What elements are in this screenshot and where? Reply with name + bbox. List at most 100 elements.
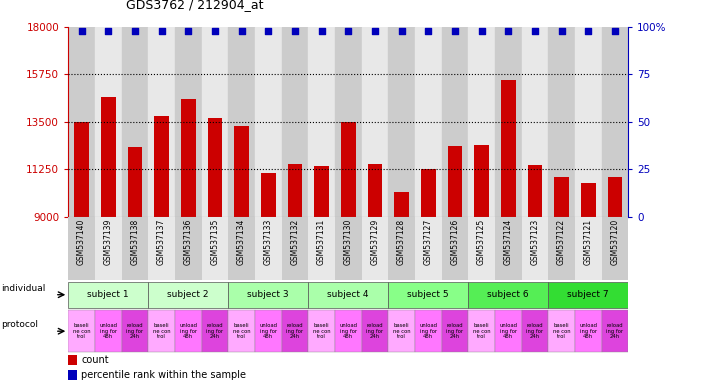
Bar	[202, 27, 228, 217]
Bar	[468, 282, 549, 308]
Text: baseli
ne con
trol: baseli ne con trol	[472, 323, 490, 339]
Text: GSM537133: GSM537133	[264, 219, 273, 265]
Text: subject 1: subject 1	[88, 290, 129, 299]
Bar	[388, 282, 468, 308]
Bar	[228, 282, 308, 308]
Bar	[228, 217, 255, 280]
Text: GSM537125: GSM537125	[477, 219, 486, 265]
Bar	[335, 27, 362, 217]
Bar	[175, 27, 202, 217]
Text: unload
ing for
48h: unload ing for 48h	[499, 323, 517, 339]
Bar	[581, 183, 595, 217]
Bar	[308, 282, 388, 308]
Bar	[468, 217, 495, 280]
Text: reload
ing for
24h: reload ing for 24h	[206, 323, 223, 339]
Bar	[521, 310, 549, 353]
Text: unload
ing for
48h: unload ing for 48h	[99, 323, 117, 339]
Text: GSM537132: GSM537132	[290, 219, 299, 265]
Text: count: count	[81, 356, 108, 366]
Point	[156, 28, 167, 34]
Bar	[148, 217, 175, 280]
Text: reload
ing for
24h: reload ing for 24h	[447, 323, 463, 339]
Text: GSM537120: GSM537120	[610, 219, 620, 265]
Text: GSM537131: GSM537131	[317, 219, 326, 265]
Bar	[442, 27, 468, 217]
Point	[182, 28, 194, 34]
Bar	[228, 27, 255, 217]
Point	[103, 28, 114, 34]
Text: baseli
ne con
trol: baseli ne con trol	[393, 323, 411, 339]
Bar	[68, 310, 95, 353]
Point	[369, 28, 381, 34]
Point	[396, 28, 407, 34]
Bar	[501, 79, 516, 217]
Text: unload
ing for
48h: unload ing for 48h	[419, 323, 437, 339]
Point	[263, 28, 274, 34]
Bar	[101, 96, 116, 217]
Bar	[549, 310, 575, 353]
Bar	[495, 217, 521, 280]
Bar	[68, 370, 77, 380]
Bar	[521, 27, 549, 217]
Text: GSM537130: GSM537130	[344, 219, 353, 265]
Text: GSM537122: GSM537122	[557, 219, 566, 265]
Point	[209, 28, 220, 34]
Text: GSM537137: GSM537137	[157, 219, 166, 265]
Bar	[255, 310, 281, 353]
Text: GSM537123: GSM537123	[531, 219, 539, 265]
Text: reload
ing for
24h: reload ing for 24h	[607, 323, 623, 339]
Bar	[281, 217, 308, 280]
Bar	[575, 217, 602, 280]
Bar	[181, 99, 195, 217]
Bar	[281, 310, 308, 353]
Bar	[362, 310, 388, 353]
Text: GSM537121: GSM537121	[584, 219, 593, 265]
Text: subject 3: subject 3	[248, 290, 289, 299]
Bar	[68, 282, 148, 308]
Bar	[549, 217, 575, 280]
Bar	[362, 27, 388, 217]
Point	[503, 28, 514, 34]
Text: baseli
ne con
trol: baseli ne con trol	[153, 323, 170, 339]
Text: percentile rank within the sample: percentile rank within the sample	[81, 370, 246, 380]
Bar	[335, 217, 362, 280]
Bar	[442, 310, 468, 353]
Bar	[415, 310, 442, 353]
Bar	[308, 310, 335, 353]
Text: reload
ing for
24h: reload ing for 24h	[286, 323, 304, 339]
Bar	[148, 27, 175, 217]
Bar	[602, 27, 628, 217]
Point	[422, 28, 434, 34]
Bar	[261, 173, 276, 217]
Bar	[208, 118, 222, 217]
Bar	[468, 27, 495, 217]
Bar	[121, 217, 148, 280]
Text: baseli
ne con
trol: baseli ne con trol	[233, 323, 251, 339]
Bar	[95, 217, 121, 280]
Text: GDS3762 / 212904_at: GDS3762 / 212904_at	[126, 0, 264, 12]
Text: unload
ing for
48h: unload ing for 48h	[259, 323, 277, 339]
Bar	[602, 310, 628, 353]
Bar	[95, 310, 121, 353]
Text: GSM537140: GSM537140	[77, 219, 86, 265]
Point	[342, 28, 354, 34]
Text: unload
ing for
48h: unload ing for 48h	[180, 323, 197, 339]
Bar	[415, 217, 442, 280]
Point	[236, 28, 247, 34]
Text: GSM537128: GSM537128	[397, 219, 406, 265]
Bar	[549, 282, 628, 308]
Bar	[388, 217, 415, 280]
Bar	[468, 310, 495, 353]
Point	[476, 28, 488, 34]
Text: subject 4: subject 4	[327, 290, 369, 299]
Bar	[362, 217, 388, 280]
Bar	[368, 164, 382, 217]
Text: reload
ing for
24h: reload ing for 24h	[126, 323, 144, 339]
Point	[582, 28, 594, 34]
Text: GSM537136: GSM537136	[184, 219, 192, 265]
Bar	[255, 217, 281, 280]
Bar	[421, 169, 436, 217]
Text: unload
ing for
48h: unload ing for 48h	[579, 323, 597, 339]
Text: GSM537139: GSM537139	[103, 219, 113, 265]
Text: reload
ing for
24h: reload ing for 24h	[366, 323, 383, 339]
